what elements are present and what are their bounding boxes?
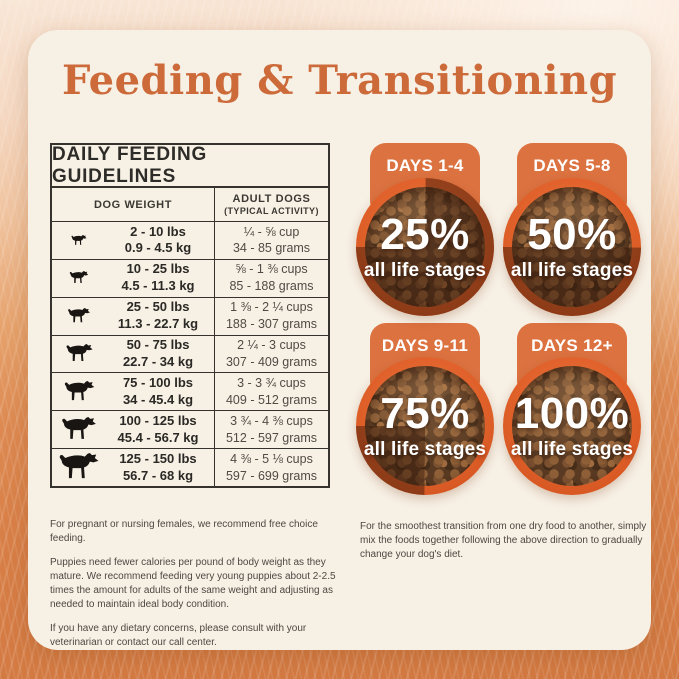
content-card: Feeding & Transitioning DAILY FEEDING GU… (28, 30, 651, 650)
kibble-bowl-75: 75% all life stages (356, 357, 494, 495)
dog-silhouette-icon (52, 234, 106, 246)
kibble-bowl-100: 100% all life stages (503, 357, 641, 495)
page-title: Feeding & Transitioning (61, 57, 618, 104)
table-row: 25 - 50 lbs 11.3 - 22.7 kg 1 ⅜ - 2 ¼ cups… (52, 297, 328, 336)
kibble-bowl-25: 25% all life stages (356, 178, 494, 316)
adult-dogs-column-header: ADULT DOGS (TYPICAL ACTIVITY) (224, 193, 319, 216)
life-stages-label: all life stages (363, 259, 487, 281)
table-header-row: DOG WEIGHT ADULT DOGS (TYPICAL ACTIVITY) (52, 188, 328, 222)
percent-label: 100% (514, 388, 630, 438)
daily-feeding-guidelines-table: DAILY FEEDING GUIDELINES DOG WEIGHT ADUL… (50, 143, 330, 488)
kibble-texture (512, 187, 632, 307)
note-puppies: Puppies need fewer calories per pound of… (50, 557, 336, 610)
table-row: 2 - 10 lbs 0.9 - 4.5 kg ¼ - ⅝ cup 34 - 85 … (52, 222, 328, 260)
mix-ratio-shade (356, 178, 494, 316)
dog-silhouette-icon (52, 308, 106, 324)
kibble-texture (365, 187, 485, 307)
dog-silhouette-icon (52, 417, 106, 442)
life-stages-label: all life stages (363, 438, 487, 460)
kibble-texture (512, 366, 632, 486)
percent-label: 50% (527, 209, 617, 259)
table-row: 100 - 125 lbs 45.4 - 56.7 kg 3 ¾ - 4 ⅜ cu… (52, 411, 328, 450)
life-stages-label: all life stages (510, 259, 634, 281)
table-row: 125 - 150 lbs 56.7 - 68 kg 4 ⅜ - 5 ⅛ cups… (52, 449, 328, 487)
note-pregnant-nursing: For pregnant or nursing females, we reco… (50, 519, 318, 544)
kibble-bowl-50: 50% all life stages (503, 178, 641, 316)
dog-silhouette-icon (52, 344, 106, 363)
note-dietary-concerns: If you have any dietary concerns, please… (50, 623, 307, 648)
transition-note: For the smoothest transition from one dr… (360, 520, 648, 572)
dog-silhouette-icon (52, 271, 106, 285)
mix-ratio-shade (503, 178, 641, 316)
dog-weight-column-header: DOG WEIGHT (52, 188, 215, 221)
table-row: 75 - 100 lbs 34 - 45.4 kg 3 - 3 ¾ cups 409… (52, 373, 328, 412)
feeding-notes: For pregnant or nursing females, we reco… (50, 518, 348, 660)
mix-ratio-shade (356, 357, 494, 495)
dog-silhouette-icon (52, 453, 106, 482)
note-transition: For the smoothest transition from one dr… (360, 521, 647, 560)
table-row: 50 - 75 lbs 22.7 - 34 kg 2 ¼ - 3 cups 307 … (52, 335, 328, 374)
kibble-texture (365, 366, 485, 486)
dog-silhouette-icon (52, 380, 106, 403)
percent-label: 25% (380, 209, 470, 259)
percent-label: 75% (380, 388, 470, 438)
table-row: 10 - 25 lbs 4.5 - 11.3 kg ⅝ - 1 ⅜ cups 85 … (52, 259, 328, 298)
life-stages-label: all life stages (510, 438, 634, 460)
table-title: DAILY FEEDING GUIDELINES (52, 144, 328, 188)
